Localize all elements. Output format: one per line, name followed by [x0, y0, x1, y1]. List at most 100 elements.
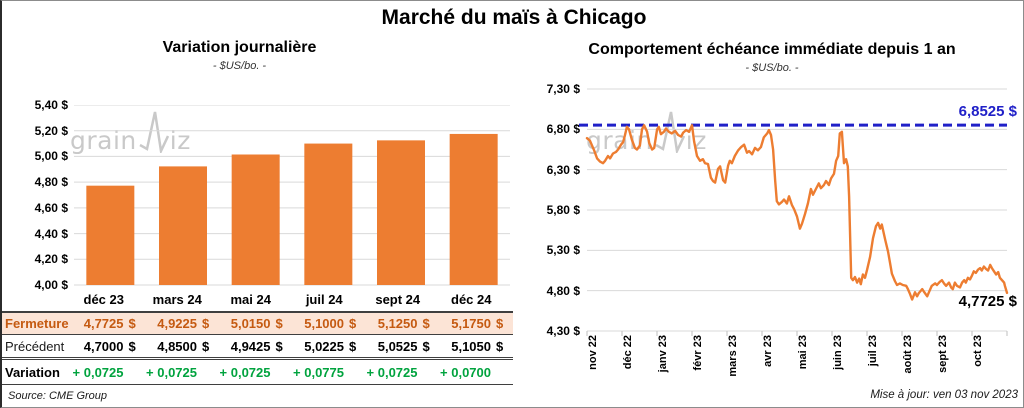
table-cell: 5,0525 $ — [366, 339, 440, 354]
line-xtick-label: déc 22 — [622, 335, 634, 370]
cell-currency: $ — [202, 338, 210, 354]
bar-chart-subtitle: - $US/bo. - — [212, 60, 267, 72]
bar-mai 24 — [231, 154, 280, 285]
column-header-juil 24: juil 24 — [305, 291, 343, 307]
cell-value: 5,1250 — [377, 316, 418, 331]
column-header-déc 23: déc 23 — [83, 291, 124, 307]
source-note: Source: CME Group — [8, 390, 108, 402]
cell-currency: $ — [496, 338, 504, 354]
watermark-text-post: iz — [169, 126, 191, 155]
watermark-zigzag-icon — [139, 111, 169, 153]
cell-value: 5,0525 — [377, 338, 418, 354]
cell-value: + 0,0725 — [72, 364, 124, 380]
page-title: Marché du maïs à Chicago — [381, 6, 647, 29]
update-note: Mise à jour: ven 03 nov 2023 — [870, 389, 1018, 401]
line-xtick-label: juin 23 — [832, 335, 844, 370]
cell-currency: $ — [275, 338, 283, 354]
column-header-mai 24: mai 24 — [230, 291, 271, 307]
bar-déc 24 — [449, 133, 498, 285]
table-cell: + 0,0700 — [440, 365, 514, 380]
row-label: Précédent — [5, 338, 65, 354]
table-cell: + 0,0775 — [293, 365, 367, 380]
cell-value: + 0,0725 — [146, 364, 197, 380]
table-cell: 4,7725 $ — [72, 316, 146, 331]
watermark-text-post: iz — [685, 126, 707, 155]
column-header-mars 24: mars 24 — [152, 291, 202, 307]
cell-currency: $ — [128, 338, 136, 354]
cell-currency: $ — [422, 316, 430, 331]
table-cell: 5,1000 $ — [293, 316, 367, 331]
bar-ytick-label: 4,40 $ — [34, 226, 68, 241]
cell-value: 5,1000 — [304, 316, 344, 331]
table-cell: 4,8500 $ — [146, 339, 220, 354]
table-row-variation: Variation + 0,0725 + 0,0725 + 0,0725 + 0,077… — [2, 360, 513, 385]
bar-ytick-label: 4,80 $ — [34, 175, 68, 190]
table-cell: 4,9425 $ — [219, 339, 293, 354]
cell-value: 4,7725 — [83, 316, 124, 331]
table-cell: 5,1250 $ — [366, 316, 440, 331]
cell-currency: $ — [349, 316, 357, 331]
cell-value: 4,7000 — [83, 338, 124, 354]
table-cell: 4,9225 $ — [146, 316, 220, 331]
bar-ytick-label: 5,40 $ — [34, 98, 68, 112]
line-xtick-label: mai 23 — [797, 335, 809, 370]
cell-value: 4,9225 — [157, 316, 197, 331]
bar-juil 24 — [304, 143, 353, 285]
table-cell: 5,1750 $ — [440, 316, 514, 331]
table-cell: + 0,0725 — [72, 365, 146, 380]
cell-value: 4,9425 — [230, 338, 271, 354]
line-xtick-label: oct 23 — [972, 335, 984, 367]
table-cell: 5,0225 $ — [293, 339, 367, 354]
cell-value: 4,8500 — [157, 338, 197, 354]
table-cell: 5,1050 $ — [440, 339, 514, 354]
cell-currency: $ — [202, 316, 210, 331]
cell-value: + 0,0700 — [440, 364, 491, 380]
cell-value: 5,0150 — [230, 316, 271, 331]
watermark-zigzag-icon — [655, 111, 685, 153]
bar-chart-svg — [74, 105, 510, 286]
row-label: Fermeture — [5, 316, 69, 331]
table-header-row: déc 23 mars 24 mai 24 juil 24 sept 24 déc 24 — [2, 287, 513, 311]
line-xtick-label: avr 23 — [762, 335, 774, 367]
cell-currency: $ — [422, 338, 430, 354]
line-ytick-label: 4,80 $ — [546, 283, 580, 298]
cell-currency: $ — [496, 316, 504, 331]
line-xtick-label: août 23 — [902, 335, 914, 374]
line-ytick-label: 6,80 $ — [546, 122, 580, 137]
line-xtick-label: mars 23 — [727, 335, 739, 377]
cell-value: 5,0225 — [304, 338, 344, 354]
bar-ytick-label: 5,00 $ — [34, 149, 68, 164]
column-header-déc 24: déc 24 — [451, 291, 492, 307]
line-xtick-label: janv 23 — [657, 335, 669, 373]
line-xtick-label: févr 23 — [692, 335, 704, 371]
line-ytick-label: 6,30 $ — [546, 162, 580, 177]
reference-price-label: 6,8525 $ — [958, 103, 1017, 120]
line-ytick-label: 7,30 $ — [546, 82, 580, 96]
bar-mars 24 — [159, 166, 207, 285]
table-cell: + 0,0725 — [366, 365, 440, 380]
quote-table: déc 23 mars 24 mai 24 juil 24 sept 24 déc 24 F… — [2, 287, 513, 385]
cell-currency: $ — [275, 316, 283, 331]
bar-ytick-label: 4,60 $ — [34, 200, 68, 215]
bar-ytick-label: 4,00 $ — [34, 278, 68, 292]
column-header-sept 24: sept 24 — [375, 291, 421, 307]
table-row-fermeture: Fermeture 4,7725 $4,9225 $5,0150 $5,1000 $5,1… — [2, 311, 513, 335]
bar-ytick-label: 4,20 $ — [34, 252, 68, 267]
line-xtick-label: sept 23 — [937, 335, 949, 373]
line-xtick-label: juil 23 — [867, 335, 879, 367]
line-chart-subtitle: - $US/bo. - — [745, 62, 799, 74]
bar-chart-title: Variation journalière — [162, 39, 317, 56]
line-xtick-label: nov 22 — [587, 335, 599, 370]
cell-value: 5,1750 — [451, 316, 491, 331]
last-price-label: 4,7725 $ — [958, 293, 1017, 310]
bar-sept 24 — [377, 140, 425, 285]
line-ytick-label: 5,30 $ — [546, 243, 580, 258]
line-ytick-label: 5,80 $ — [546, 203, 580, 217]
front-month-price-line — [585, 124, 1009, 301]
bar-ytick-label: 5,20 $ — [34, 123, 68, 138]
bar-déc 23 — [86, 185, 135, 285]
cell-value: 5,1050 — [451, 338, 491, 354]
cell-currency: $ — [128, 316, 136, 331]
table-cell: + 0,0725 — [146, 365, 220, 380]
